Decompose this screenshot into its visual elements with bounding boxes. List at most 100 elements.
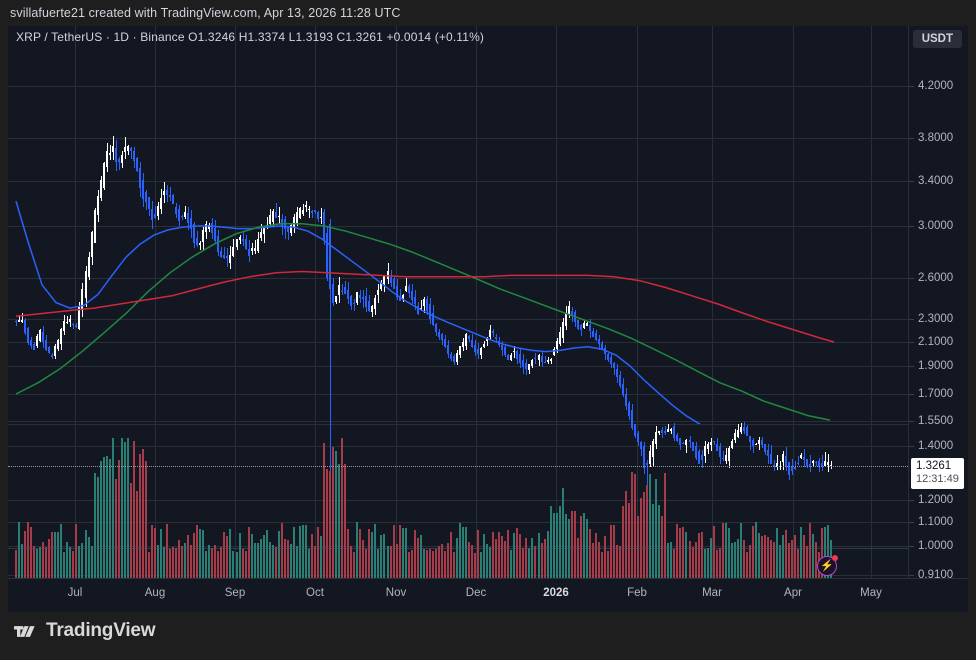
volume-bar <box>30 526 33 578</box>
volume-bar <box>75 523 78 578</box>
candle-body <box>658 431 661 433</box>
candle-body <box>516 351 519 359</box>
volume-bar <box>27 522 30 578</box>
volume-bar <box>383 534 386 578</box>
time-axis[interactable]: Jul Aug Sep Oct Nov Dec 2026 Feb Mar Apr May <box>8 578 968 612</box>
volume-bar <box>150 525 153 578</box>
tradingview-logo: TradingView <box>14 620 156 642</box>
legend-low: L1.3193 <box>288 30 334 44</box>
candle-body <box>123 147 126 152</box>
candle-body <box>437 332 440 337</box>
volume-bar <box>425 550 428 578</box>
candle-body <box>69 319 72 322</box>
candle-body <box>138 168 141 188</box>
chart-frame[interactable]: ⚡ XRP / TetherUS · 1D · Binance O1.3246 … <box>8 26 968 612</box>
volume-bar <box>754 522 757 578</box>
candle-body <box>616 368 618 377</box>
price-axis[interactable]: 4.2000 3.8000 3.4000 3.0000 2.6000 2.3000 2.10… <box>909 26 968 612</box>
price-axis-tickmark <box>909 522 914 523</box>
volume-bar <box>350 545 353 578</box>
candle-body <box>649 450 652 465</box>
candle-body <box>15 320 17 323</box>
volume-bar <box>606 551 609 578</box>
volume-bar <box>458 523 461 578</box>
candle-body <box>480 347 483 356</box>
candle-body <box>314 210 316 212</box>
candle-wick <box>810 454 812 472</box>
volume-bar <box>477 529 480 578</box>
candle-body <box>498 340 501 346</box>
candle-body <box>401 295 404 300</box>
candle-body <box>549 359 552 362</box>
volume-bar <box>247 527 250 578</box>
candle-body <box>63 321 66 331</box>
candle-body <box>298 208 301 218</box>
candle-body <box>628 403 631 416</box>
candle-body <box>585 323 588 326</box>
symbol-legend[interactable]: XRP / TetherUS · 1D · Binance O1.3246 H1… <box>16 30 484 44</box>
volume-bar <box>646 484 649 578</box>
candle-body <box>166 189 168 195</box>
candle-body <box>226 255 229 258</box>
price-axis-tick-label: 4.2000 <box>918 80 954 92</box>
candle-body <box>87 257 90 277</box>
volume-bar <box>250 534 253 578</box>
volume-bar <box>794 535 797 578</box>
candle-wick <box>130 147 132 159</box>
price-axis-tick-label: 2.1000 <box>918 336 954 348</box>
price-axis-tickmark <box>909 138 914 139</box>
candle-body <box>208 225 211 229</box>
time-axis-separator <box>8 578 968 579</box>
candle-body <box>21 319 23 322</box>
current-price-line <box>8 466 908 467</box>
candle-wick <box>749 436 751 450</box>
volume-bar <box>579 515 582 578</box>
candle-body <box>344 287 347 294</box>
price-axis-tick-label: 1.1000 <box>918 516 954 528</box>
gridline-vertical <box>793 26 794 578</box>
candle-body <box>510 354 513 360</box>
candle-body <box>292 216 295 227</box>
candle-body <box>341 290 344 293</box>
volume-bar <box>495 538 498 578</box>
volume-bar <box>48 538 51 578</box>
candle-body <box>603 347 606 354</box>
volume-bar <box>301 524 304 578</box>
candle-wick <box>713 440 715 445</box>
candle-body <box>579 324 582 331</box>
volume-bar <box>652 503 655 578</box>
gridline-vertical <box>155 26 156 578</box>
candle-body <box>631 410 634 429</box>
price-axis-tickmark <box>909 421 914 422</box>
volume-bar <box>748 544 751 578</box>
gridline-horizontal <box>8 366 908 367</box>
price-axis-tickmark <box>909 319 914 320</box>
volume-bar <box>700 531 703 578</box>
candle-body <box>546 360 549 362</box>
alert-lightning-icon[interactable]: ⚡ <box>817 555 838 576</box>
volume-bar <box>800 526 803 578</box>
volume-bar <box>24 530 27 578</box>
candle-body <box>244 238 247 249</box>
current-price-tag[interactable]: 1.3261 12:31:49 <box>911 457 964 489</box>
volume-bar <box>655 479 658 578</box>
volume-bar <box>501 536 504 578</box>
volume-bar <box>751 526 754 578</box>
price-axis-tick-label: 2.3000 <box>918 313 954 325</box>
candle-body <box>643 445 646 468</box>
volume-bar <box>274 547 277 578</box>
legend-symbol[interactable]: XRP / TetherUS · 1D · Binance <box>16 30 185 44</box>
volume-bar <box>634 474 637 578</box>
currency-badge[interactable]: USDT <box>912 30 962 48</box>
price-plot-area[interactable]: ⚡ <box>8 26 908 603</box>
volume-bar <box>724 523 727 578</box>
volume-bar <box>326 469 329 578</box>
time-axis-tick-label: 2026 <box>543 587 569 599</box>
volume-bar <box>283 539 286 578</box>
candle-body <box>700 455 703 461</box>
candle-body <box>30 339 33 346</box>
candle-body <box>525 362 528 370</box>
gridline-horizontal <box>8 86 908 87</box>
gridline-horizontal <box>8 575 908 576</box>
volume-bar <box>96 477 99 578</box>
